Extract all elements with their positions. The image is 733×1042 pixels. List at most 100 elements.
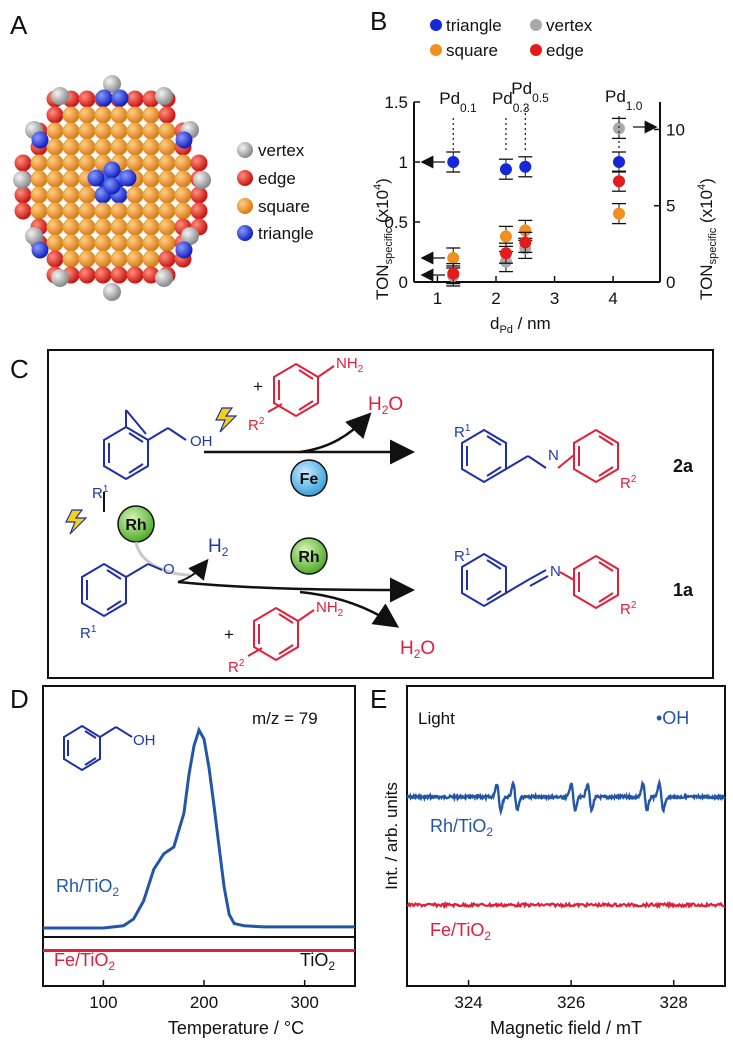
panel-letter-d: D xyxy=(10,684,29,714)
rh-tio2-label-e: Rh/TiO2 xyxy=(430,816,493,839)
y-tick-right-b: 0 xyxy=(666,273,675,292)
triangle-atom xyxy=(175,241,193,259)
chart-b-ylabel-right: TONspecific (x104) xyxy=(696,178,719,300)
rh-tio2-label-d: Rh/TiO2 xyxy=(56,876,119,899)
r2-2a: R2 xyxy=(620,474,637,492)
legend-label-edge: edge xyxy=(546,41,584,60)
panel-a-legend: vertex edge square triangle xyxy=(237,141,314,243)
point-triangle xyxy=(499,163,512,176)
fe-label: Fe xyxy=(300,471,319,488)
legend-marker-vertex xyxy=(530,19,542,31)
triangle-atom xyxy=(175,131,193,149)
legend-item-vertex: vertex xyxy=(237,141,305,160)
fe-tio2-label-d: Fe/TiO2 xyxy=(54,950,115,973)
vertex-atom xyxy=(51,269,69,287)
point-vertex xyxy=(613,122,625,135)
nanoparticle-model xyxy=(13,75,211,301)
tio2-label-d: TiO2 xyxy=(300,950,335,973)
point-edge xyxy=(613,175,625,188)
triangle-atom xyxy=(103,161,121,179)
legend-marker-triangle xyxy=(430,19,442,31)
benzaldehyde xyxy=(81,562,163,618)
fe-catalyst xyxy=(290,459,328,497)
legend-label-vertex: vertex xyxy=(546,16,593,35)
aniline-bottom xyxy=(247,606,315,662)
line-rh-tio2-epr xyxy=(406,777,727,817)
point-edge xyxy=(447,267,460,280)
line-Rh/TiO2 xyxy=(43,726,355,930)
x-tick-d: 300 xyxy=(290,993,318,1012)
light-bolt-bottom-icon xyxy=(65,509,88,535)
x-tick-d: 100 xyxy=(89,993,117,1012)
y-tick-right-b: 5 xyxy=(666,197,675,216)
y-tick-left-b: 1 xyxy=(399,153,408,172)
vertex-atom xyxy=(51,87,69,105)
line-fe-tio2-epr xyxy=(406,900,726,910)
chart-d-lines xyxy=(43,726,355,952)
sample-label: Pd1.0 xyxy=(605,87,643,113)
chart-b-ylabel-left: TONspecific (x104) xyxy=(372,178,395,300)
chart-e-ticks: 324 326 328 xyxy=(454,980,688,1012)
vertex-atom xyxy=(181,227,199,245)
ylabel-e: Int. / arb. units xyxy=(382,782,401,890)
point-square xyxy=(499,230,512,243)
chart-b-legend: triangle vertex square edge xyxy=(430,16,593,60)
arrow-h2 xyxy=(177,558,209,583)
r1-2a: R1 xyxy=(454,423,471,441)
benzyl-alcohol-d xyxy=(63,724,133,772)
vertex-atom xyxy=(155,87,173,105)
panel-d-chart: OH m/z = 79 100 200 300 Rh/TiO2 Fe/TiO2 Ti… xyxy=(42,685,356,1038)
point-triangle xyxy=(447,156,460,168)
legend-label-triangle: triangle xyxy=(446,16,502,35)
arrow-water-release-top xyxy=(299,412,372,454)
panel-letter-b: B xyxy=(370,6,387,36)
svg-text:TONspecific (x104): TONspecific (x104) xyxy=(372,178,395,300)
svg-text:TONspecific (x104): TONspecific (x104) xyxy=(696,178,719,300)
plot-frame-d xyxy=(42,685,356,987)
point-square xyxy=(519,224,532,237)
r2-top: R2 xyxy=(248,416,265,434)
point-edge xyxy=(499,247,512,260)
triangle-atom xyxy=(103,177,121,195)
y-tick-left-b: 1.5 xyxy=(384,93,408,112)
plus-bottom: + xyxy=(224,625,234,644)
r1-1a: R1 xyxy=(454,547,471,565)
sample-label: Pd0.5 xyxy=(511,79,549,105)
r2-bottom: R2 xyxy=(228,658,245,676)
panel-letter-e: E xyxy=(370,684,387,714)
scheme-frame xyxy=(47,349,714,679)
panel-c-scheme: OH R1 + NH2 R2 H2O Fe Rh xyxy=(47,349,714,679)
label-oh: OH xyxy=(190,433,213,450)
sample-label: Pd0.1 xyxy=(439,89,477,115)
oh-label-d: OH xyxy=(133,732,156,749)
water-top: H2O xyxy=(368,394,403,417)
vertex-atom xyxy=(155,269,173,287)
legend-item-triangle: triangle xyxy=(237,224,314,243)
n-label-1a: N xyxy=(550,563,561,580)
svg-text:dPd / nm: dPd / nm xyxy=(490,314,551,336)
panel-letter-a: A xyxy=(10,10,28,40)
chart-b-xlabel: dPd / nm xyxy=(490,314,551,336)
light-label: Light xyxy=(418,709,455,728)
chart-d-ticks: 100 200 300 xyxy=(89,980,319,1012)
nh2-bottom: NH2 xyxy=(316,599,344,619)
label-2a: 2a xyxy=(673,456,694,476)
panel-e-chart: Light •OH 324 326 328 Rh/TiO2 Fe/TiO2 Magn… xyxy=(382,685,727,1038)
rh-label-left: Rh xyxy=(125,517,146,534)
arrow-water-release-bottom xyxy=(299,590,400,628)
benzyl-alcohol xyxy=(103,409,187,481)
point-square xyxy=(613,207,625,220)
legend-marker-square xyxy=(430,44,442,56)
label-o: O xyxy=(163,561,175,578)
chart-b-axis-arrows xyxy=(420,120,658,282)
legend-item-edge: edge xyxy=(237,169,296,188)
vertex-atom xyxy=(193,171,211,189)
arrow-bottom-reaction xyxy=(177,577,415,603)
panel-letter-c: C xyxy=(10,354,29,384)
r2-1a: R2 xyxy=(620,600,637,618)
point-square xyxy=(447,252,460,264)
y-tick-left-b: 0 xyxy=(399,273,408,292)
chart-e-lines xyxy=(406,777,727,910)
